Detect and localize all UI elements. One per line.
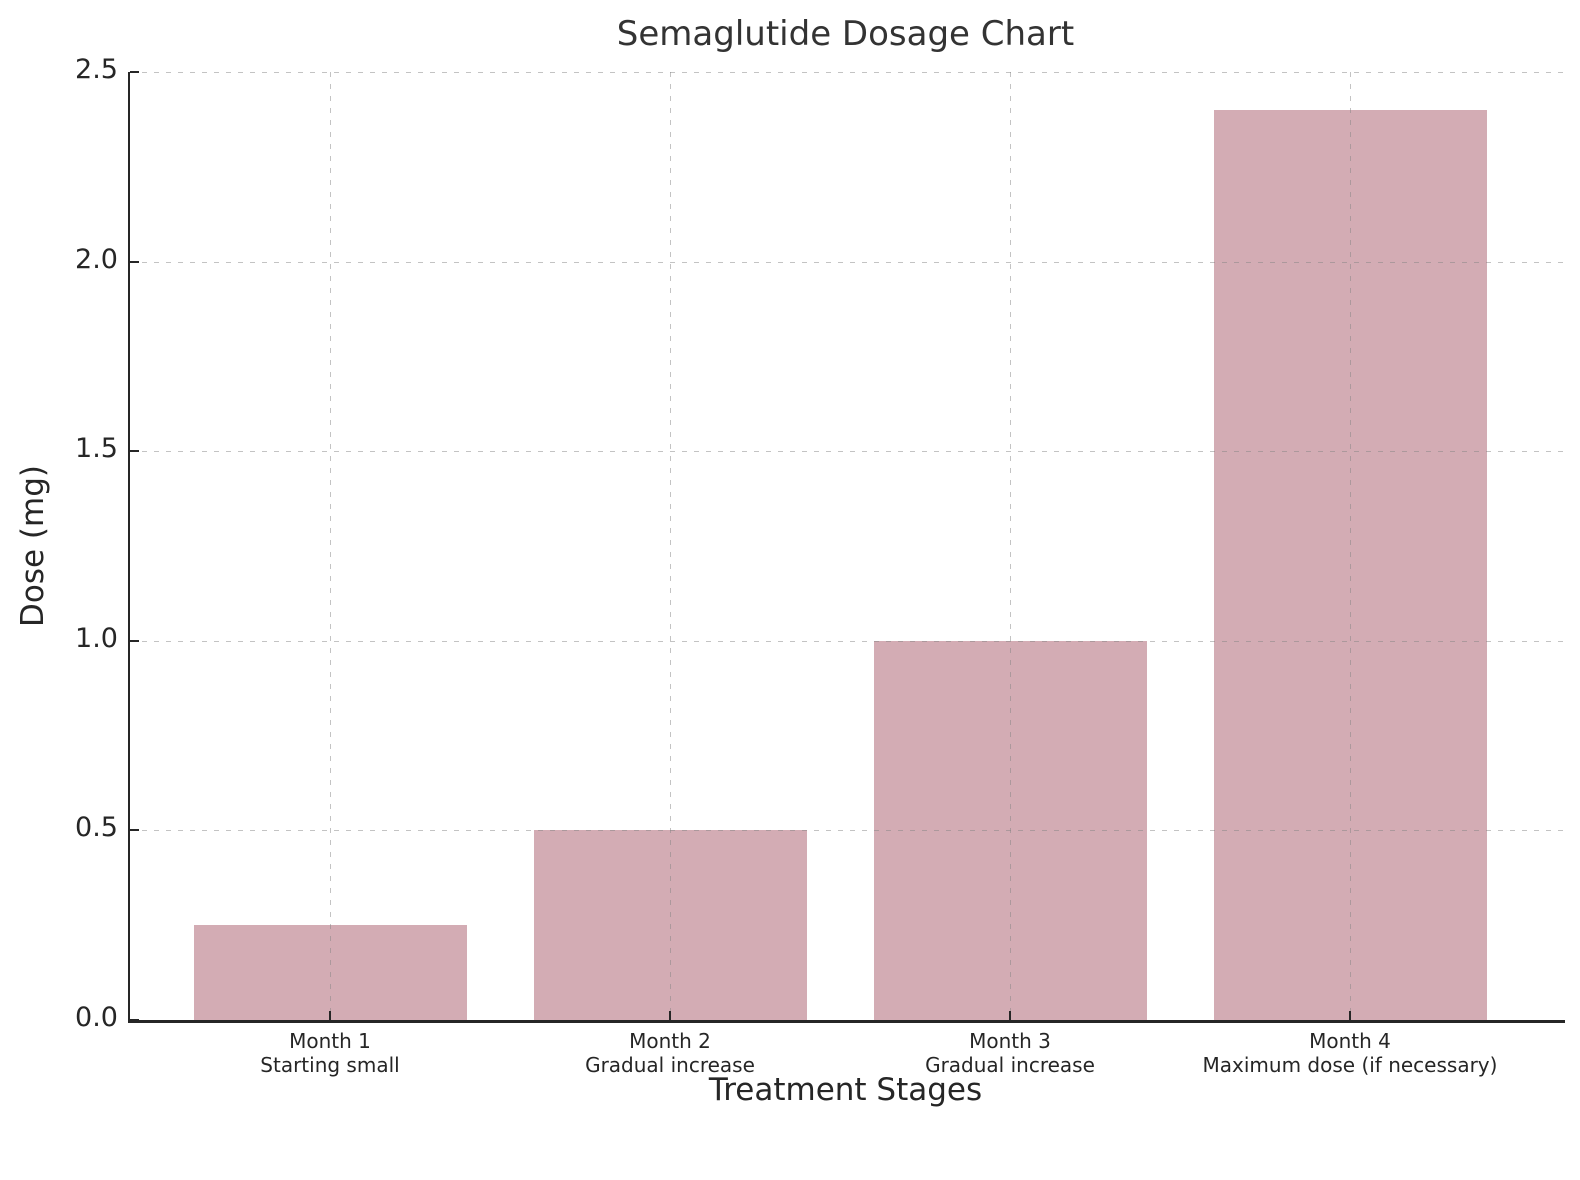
y-axis-label: Dose (mg) <box>15 465 51 627</box>
x-tick-label: Month 4 Maximum dose (if necessary) <box>1090 1029 1580 1077</box>
x-gridline <box>670 72 671 1020</box>
y-tick-label: 0.5 <box>75 812 118 844</box>
y-gridline <box>130 261 1563 263</box>
y-tick-label: 1.0 <box>75 622 118 654</box>
y-tick-mark <box>130 260 139 263</box>
y-axis-spine <box>128 72 130 1023</box>
y-tick-mark <box>130 639 139 642</box>
x-tick-label: Month 1 Starting small <box>70 1029 590 1077</box>
x-tick-mark <box>669 1011 671 1020</box>
y-gridline <box>130 640 1563 642</box>
x-tick-label: Month 3 Gradual increase <box>750 1029 1270 1077</box>
y-gridline <box>130 830 1563 832</box>
y-tick-label: 2.0 <box>75 243 118 275</box>
x-tick-sublabel: Maximum dose (if necessary) <box>1202 1052 1498 1077</box>
y-gridline <box>130 72 1563 73</box>
chart-title: Semaglutide Dosage Chart <box>616 14 1075 54</box>
x-tick-category: Month 3 <box>969 1029 1051 1053</box>
y-tick-label: 2.5 <box>75 54 118 85</box>
y-tick-mark <box>130 829 139 832</box>
plot-area <box>128 71 1565 1023</box>
x-tick-sublabel: Starting small <box>260 1052 400 1077</box>
y-tick-label: 0.0 <box>75 1002 118 1033</box>
y-tick-mark <box>130 1019 139 1021</box>
x-tick-mark <box>1349 1011 1351 1020</box>
x-tick-label: Month 2 Gradual increase <box>410 1029 930 1077</box>
x-tick-category: Month 4 <box>1309 1029 1391 1053</box>
bar-month-2 <box>533 830 807 1020</box>
x-tick-mark <box>329 1011 331 1020</box>
x-gridline <box>330 72 331 1020</box>
y-gridline <box>130 451 1563 453</box>
x-tick-mark <box>1009 1011 1011 1020</box>
bar-month-1 <box>193 925 467 1020</box>
x-gridline <box>1010 72 1011 1020</box>
x-tick-sublabel: Gradual increase <box>585 1052 755 1077</box>
bar-month-4 <box>1213 109 1487 1020</box>
bar-month-3 <box>873 640 1147 1020</box>
y-tick-mark <box>130 71 139 73</box>
y-tick-label: 1.5 <box>75 433 118 465</box>
x-axis-label: Treatment Stages <box>708 1072 983 1108</box>
x-tick-sublabel: Gradual increase <box>925 1052 1095 1077</box>
x-tick-category: Month 2 <box>629 1029 711 1053</box>
x-axis-spine <box>128 1020 1565 1023</box>
y-tick-mark <box>130 450 139 453</box>
x-tick-category: Month 1 <box>289 1029 371 1053</box>
x-gridline <box>1350 72 1351 1020</box>
